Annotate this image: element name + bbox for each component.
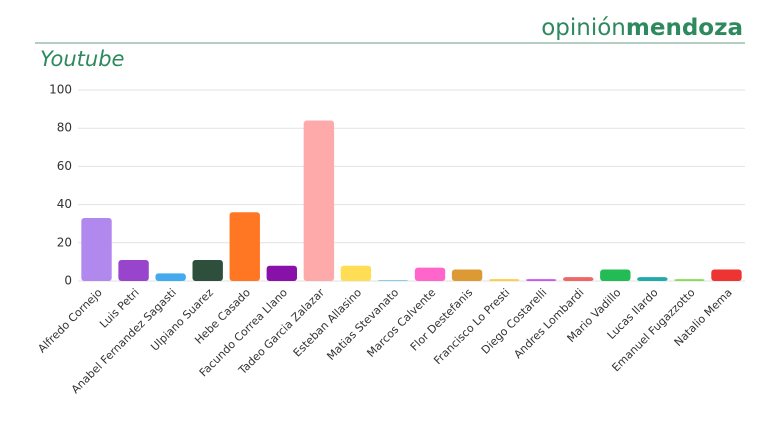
bar bbox=[340, 265, 372, 281]
bar bbox=[414, 267, 446, 281]
x-tick-label: Alfredo Cornejo bbox=[35, 286, 104, 355]
bar bbox=[303, 120, 335, 281]
y-tick-label: 20 bbox=[57, 235, 72, 249]
y-tick-label: 80 bbox=[57, 121, 72, 135]
bar bbox=[155, 273, 186, 281]
y-tick-label: 60 bbox=[57, 159, 72, 173]
bar bbox=[674, 279, 705, 281]
bar bbox=[711, 269, 742, 281]
bar bbox=[488, 279, 520, 281]
y-tick-label: 40 bbox=[57, 197, 72, 211]
bar bbox=[118, 259, 149, 281]
bar bbox=[600, 269, 631, 281]
bar bbox=[229, 212, 260, 281]
brand: opiniónmendoza bbox=[541, 15, 743, 41]
bar bbox=[377, 280, 409, 281]
bar bbox=[266, 265, 297, 281]
x-tick-label: Marcos Calvente bbox=[364, 286, 438, 360]
y-tick-label: 0 bbox=[64, 274, 72, 288]
bar bbox=[81, 217, 112, 281]
x-tick-label: Andres Lombardi bbox=[511, 286, 586, 361]
chart-title: Youtube bbox=[40, 47, 124, 71]
bar bbox=[526, 279, 557, 281]
brand-light: opinión bbox=[541, 15, 626, 41]
bar bbox=[451, 269, 483, 281]
bar bbox=[563, 277, 594, 281]
x-tick-label: Diego Costarelli bbox=[479, 286, 550, 357]
bar bbox=[637, 277, 668, 281]
y-tick-label: 100 bbox=[49, 83, 72, 97]
brand-bold: mendoza bbox=[626, 15, 743, 41]
bar bbox=[192, 259, 223, 281]
x-tick-label: Esteban Allasino bbox=[291, 286, 365, 360]
